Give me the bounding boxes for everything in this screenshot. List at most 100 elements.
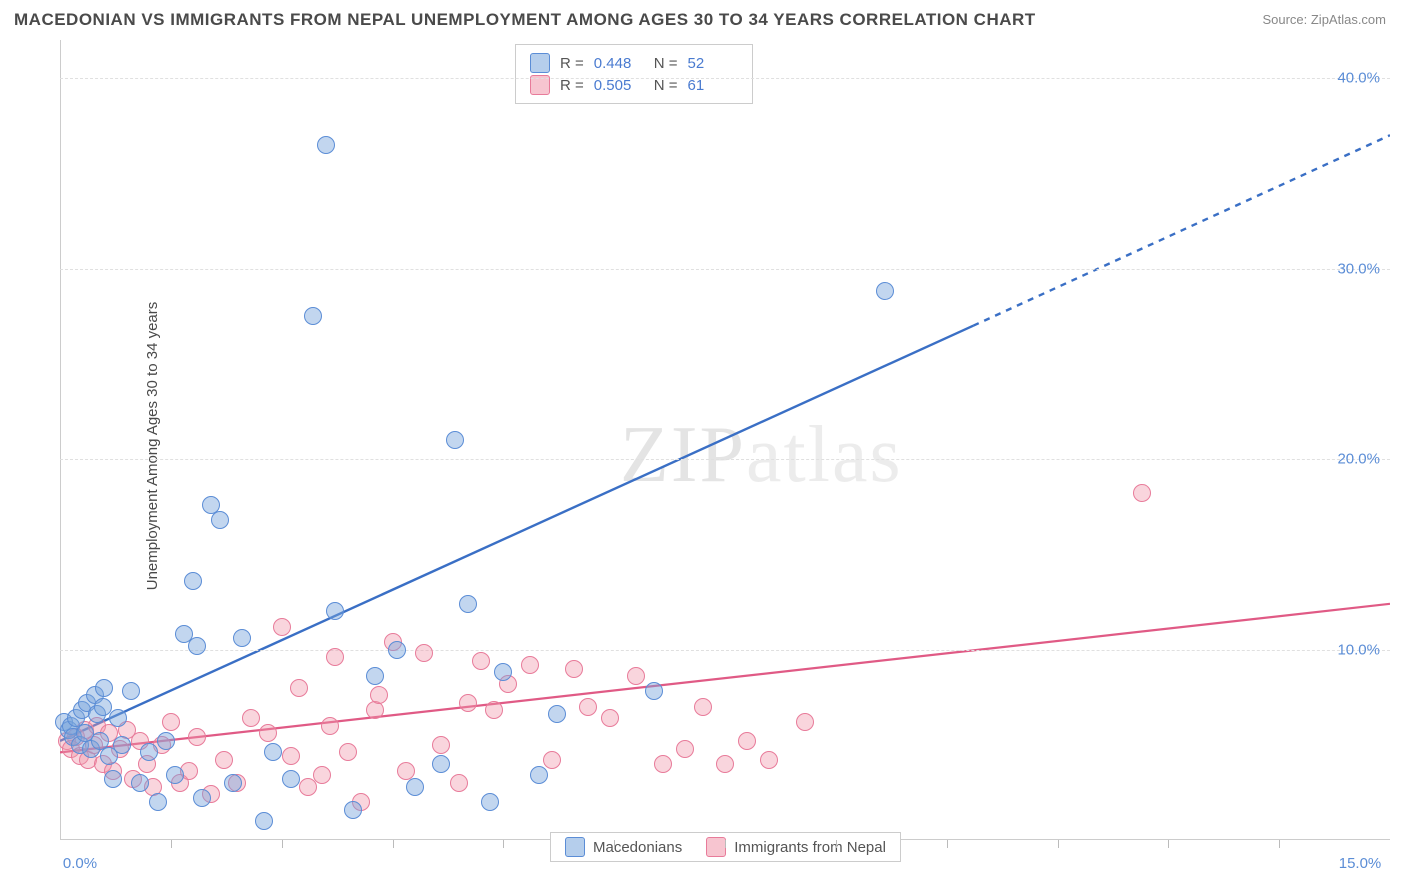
scatter-point-blue xyxy=(95,679,113,697)
scatter-point-pink xyxy=(339,743,357,761)
scatter-point-pink xyxy=(290,679,308,697)
y-tick-label: 10.0% xyxy=(1337,641,1380,658)
scatter-point-blue xyxy=(211,511,229,529)
scatter-point-blue xyxy=(446,431,464,449)
y-tick-label: 40.0% xyxy=(1337,70,1380,87)
scatter-point-blue xyxy=(157,732,175,750)
legend-item-pink: Immigrants from Nepal xyxy=(706,837,886,857)
scatter-point-blue xyxy=(94,698,112,716)
scatter-point-blue xyxy=(264,743,282,761)
watermark-bold: ZIP xyxy=(620,411,746,499)
scatter-point-pink xyxy=(521,656,539,674)
swatch-blue-icon xyxy=(565,837,585,857)
legend-label-pink: Immigrants from Nepal xyxy=(734,839,886,856)
x-minor-tick xyxy=(1168,840,1169,848)
scatter-point-pink xyxy=(485,701,503,719)
scatter-point-pink xyxy=(313,766,331,784)
scatter-point-pink xyxy=(282,747,300,765)
scatter-point-pink xyxy=(738,732,756,750)
y-tick-label: 30.0% xyxy=(1337,260,1380,277)
scatter-point-pink xyxy=(415,644,433,662)
scatter-point-blue xyxy=(255,812,273,830)
scatter-point-blue xyxy=(184,572,202,590)
scatter-point-pink xyxy=(796,713,814,731)
scatter-point-blue xyxy=(388,641,406,659)
scatter-point-blue xyxy=(224,774,242,792)
scatter-point-blue xyxy=(193,789,211,807)
scatter-point-blue xyxy=(233,629,251,647)
scatter-point-blue xyxy=(166,766,184,784)
scatter-point-pink xyxy=(601,709,619,727)
x-tick-label-start: 0.0% xyxy=(63,855,97,872)
scatter-point-blue xyxy=(140,743,158,761)
gridline xyxy=(60,78,1390,79)
scatter-point-blue xyxy=(282,770,300,788)
scatter-point-pink xyxy=(321,717,339,735)
scatter-point-pink xyxy=(760,751,778,769)
x-minor-tick xyxy=(1058,840,1059,848)
scatter-point-blue xyxy=(481,793,499,811)
gridline xyxy=(60,269,1390,270)
scatter-point-pink xyxy=(162,713,180,731)
correlation-stats-box: R = 0.448 N = 52 R = 0.505 N = 61 xyxy=(515,44,753,104)
scatter-point-blue xyxy=(188,637,206,655)
scatter-point-pink xyxy=(472,652,490,670)
x-minor-tick xyxy=(1279,840,1280,848)
scatter-point-blue xyxy=(304,307,322,325)
scatter-point-pink xyxy=(579,698,597,716)
scatter-point-pink xyxy=(694,698,712,716)
scatter-point-blue xyxy=(530,766,548,784)
scatter-point-blue xyxy=(432,755,450,773)
swatch-blue-icon xyxy=(530,53,550,73)
scatter-point-blue xyxy=(344,801,362,819)
legend-label-blue: Macedonians xyxy=(593,839,682,856)
scatter-point-blue xyxy=(104,770,122,788)
source-name: ZipAtlas.com xyxy=(1311,12,1386,27)
scatter-point-blue xyxy=(406,778,424,796)
source-prefix: Source: xyxy=(1262,12,1310,27)
y-tick-label: 20.0% xyxy=(1337,451,1380,468)
stats-row-blue: R = 0.448 N = 52 xyxy=(530,53,738,73)
scatter-point-blue xyxy=(131,774,149,792)
x-minor-tick xyxy=(836,840,837,848)
scatter-point-blue xyxy=(149,793,167,811)
scatter-point-blue xyxy=(113,736,131,754)
scatter-point-pink xyxy=(543,751,561,769)
scatter-point-blue xyxy=(326,602,344,620)
x-minor-tick xyxy=(282,840,283,848)
gridline xyxy=(60,459,1390,460)
swatch-pink-icon xyxy=(706,837,726,857)
scatter-point-pink xyxy=(459,694,477,712)
x-minor-tick xyxy=(614,840,615,848)
scatter-point-pink xyxy=(366,701,384,719)
scatter-point-pink xyxy=(450,774,468,792)
x-minor-tick xyxy=(393,840,394,848)
scatter-point-pink xyxy=(716,755,734,773)
scatter-point-pink xyxy=(1133,484,1151,502)
scatter-point-pink xyxy=(432,736,450,754)
n-label: N = xyxy=(654,55,678,72)
r-value-blue: 0.448 xyxy=(594,55,644,72)
scatter-point-pink xyxy=(654,755,672,773)
scatter-point-blue xyxy=(109,709,127,727)
scatter-point-pink xyxy=(188,728,206,746)
scatter-point-pink xyxy=(215,751,233,769)
x-tick-label-end: 15.0% xyxy=(1339,855,1382,872)
chart-title: MACEDONIAN VS IMMIGRANTS FROM NEPAL UNEM… xyxy=(14,10,1036,30)
watermark: ZIPatlas xyxy=(620,410,903,501)
scatter-point-pink xyxy=(676,740,694,758)
scatter-point-pink xyxy=(627,667,645,685)
plot-area: ZIPatlas R = 0.448 N = 52 R = 0.505 N = … xyxy=(60,40,1390,850)
scatter-point-blue xyxy=(876,282,894,300)
source-attribution: Source: ZipAtlas.com xyxy=(1262,12,1386,27)
r-label: R = xyxy=(560,55,584,72)
x-minor-tick xyxy=(503,840,504,848)
x-minor-tick xyxy=(171,840,172,848)
regression-line xyxy=(60,326,973,741)
scatter-point-blue xyxy=(494,663,512,681)
gridline xyxy=(60,650,1390,651)
scatter-point-pink xyxy=(273,618,291,636)
scatter-point-blue xyxy=(459,595,477,613)
n-value-blue: 52 xyxy=(688,55,738,72)
scatter-point-pink xyxy=(326,648,344,666)
